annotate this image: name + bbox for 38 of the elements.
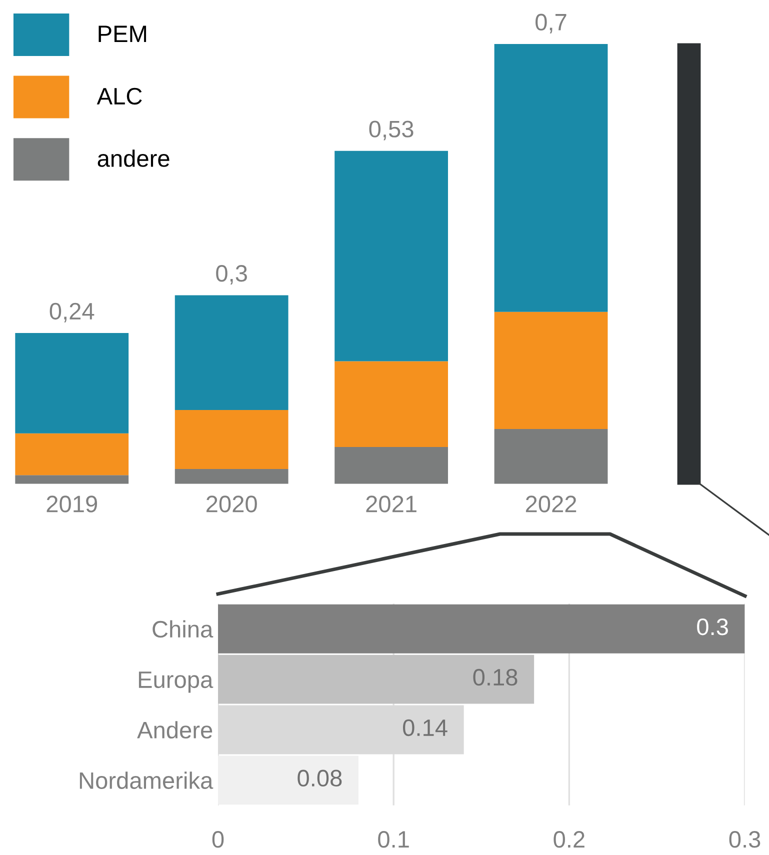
bar (15, 333, 129, 434)
legend-label: ALC (96, 88, 142, 105)
x-tick-label: 0.1 (378, 831, 409, 848)
y-tick-label: Nordamerika (80, 772, 214, 789)
y-tick-label: Andere (137, 721, 212, 739)
bar (334, 446, 448, 484)
bar (218, 654, 534, 704)
x-tick-label: 2020 (206, 496, 257, 512)
x-tick-label: 2019 (46, 496, 98, 512)
legend-label: andere (98, 150, 170, 167)
bar (174, 295, 288, 410)
bar (15, 433, 129, 476)
y-tick-label: Europa (138, 672, 214, 693)
data-label: 0.14 (403, 719, 448, 736)
bar (494, 44, 608, 312)
bar (494, 312, 608, 429)
y-tick-label: China (152, 620, 214, 638)
x-tick-label: 0.2 (554, 831, 584, 848)
data-label: 0.3 (697, 618, 728, 636)
annotation: 0,53 (369, 120, 414, 140)
bar (174, 468, 288, 484)
bar (334, 361, 448, 447)
x-tick-label: 2022 (526, 496, 576, 512)
bar (334, 150, 448, 362)
legend-label: PEM (98, 26, 146, 42)
data-label: 0.08 (298, 770, 342, 787)
x-tick-label: 2021 (366, 496, 416, 512)
bar (494, 428, 608, 484)
x-tick-label: 0 (212, 831, 224, 848)
bar (218, 604, 745, 654)
bar (218, 756, 358, 805)
bar (174, 410, 288, 469)
data-label: 0.18 (473, 668, 518, 686)
annotation: 0,7 (536, 14, 566, 34)
annotation: 0,3 (216, 265, 247, 285)
bar (15, 475, 129, 484)
x-tick-label: 0.3 (729, 831, 760, 848)
annotation: 0,24 (50, 302, 94, 322)
